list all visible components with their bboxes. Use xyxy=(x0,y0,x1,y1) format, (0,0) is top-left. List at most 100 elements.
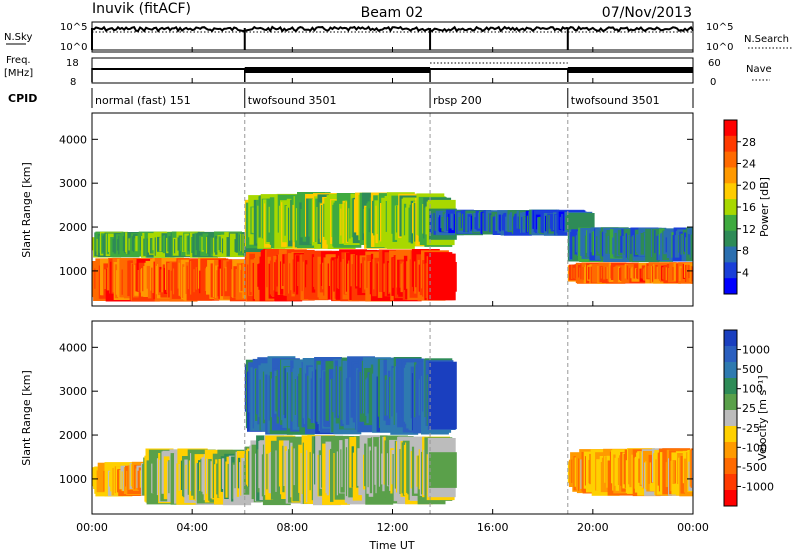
x-tick-label: 08:00 xyxy=(276,521,308,534)
freq-segment xyxy=(430,68,568,70)
station-title: Inuvik (fitACF) xyxy=(92,1,191,17)
colorbar-swatch xyxy=(724,214,737,232)
freq-panel: Freq. [MHz] 18 8 60 0 Nave xyxy=(4,55,772,88)
colorbar-tick-label: -500 xyxy=(742,461,767,474)
colorbar-swatch xyxy=(724,474,737,491)
x-tick-label: 04:00 xyxy=(176,521,208,534)
colorbar-tick-label: -1000 xyxy=(742,480,774,493)
velocity-y-ticks: 1000 2000 3000 4000 xyxy=(59,341,693,486)
heatmap-cell xyxy=(428,452,457,488)
heatmap-cell xyxy=(689,264,693,282)
power-ylabel: Slant Range [km] xyxy=(20,162,33,258)
cpid-segment-label: normal (fast) 151 xyxy=(95,94,191,107)
colorbar-swatch xyxy=(724,183,737,200)
heatmap-cell xyxy=(428,262,457,292)
heatmap-cell xyxy=(691,450,693,489)
colorbar-swatch xyxy=(724,410,737,427)
y-tick-label: 4000 xyxy=(59,133,87,146)
y-tick-label: 2000 xyxy=(59,221,87,234)
noise-trace xyxy=(91,25,694,51)
colorbar-swatch xyxy=(724,135,737,153)
colorbar-tick-label: 100 xyxy=(742,383,763,396)
velocity-panel: 1000 2000 3000 4000 Slant Range [km] xyxy=(20,320,694,515)
nsky-label: N.Sky xyxy=(4,32,32,43)
colorbar-tick-label: 28 xyxy=(742,136,756,149)
date-title: 07/Nov/2013 xyxy=(602,5,692,21)
cpid-segment-label: twofsound 3501 xyxy=(248,94,337,107)
colorbar-swatch xyxy=(724,278,737,295)
colorbar-swatch xyxy=(724,442,737,459)
colorbar-tick-label: 12 xyxy=(742,223,756,236)
velocity-colorbar: 1000 500 100 25 -25 -100 -500 -1000 Velocity [m… xyxy=(723,329,774,507)
y-tick-label: 1000 xyxy=(59,473,87,486)
nsearch-label: N.Search xyxy=(744,34,789,45)
power-colorbar: 28 24 20 16 12 8 4 Power [dB] xyxy=(723,119,771,295)
freq-tick-low: 8 xyxy=(70,77,76,88)
colorbar-swatch xyxy=(724,262,737,279)
colorbar-swatch xyxy=(724,230,737,248)
freq-unit: [MHz] xyxy=(4,68,33,79)
colorbar-swatch xyxy=(724,151,737,168)
colorbar-swatch xyxy=(724,362,737,379)
colorbar-tick-label: -100 xyxy=(742,441,767,454)
cpid-segment-label: rbsp 200 xyxy=(433,94,482,107)
x-tick-label: 16:00 xyxy=(477,521,509,534)
y-tick-label: 4000 xyxy=(59,341,87,354)
heatmap-cell xyxy=(691,228,693,256)
power-y-ticks: 1000 2000 3000 4000 xyxy=(59,133,693,278)
freq-segment xyxy=(567,67,693,73)
colorbar-tick-label: 20 xyxy=(742,179,756,192)
colorbar-tick-label: 24 xyxy=(742,158,756,171)
heatmap-cell xyxy=(691,266,693,281)
freq-segment xyxy=(244,67,431,73)
colorbar-swatch xyxy=(724,167,737,184)
y-tick-label: 3000 xyxy=(59,385,87,398)
freq-tick-high: 18 xyxy=(66,58,79,69)
heatmap-cell xyxy=(689,449,693,487)
x-axis-label: Time UT xyxy=(368,539,414,552)
nave-tick-low: 0 xyxy=(710,77,716,88)
nsky-trace xyxy=(91,25,694,33)
y-tick-label: 3000 xyxy=(59,177,87,190)
colorbar-swatch xyxy=(724,426,737,443)
colorbar-tick-label: -25 xyxy=(742,422,760,435)
noise-tick-high-right: 10^5 xyxy=(706,22,733,33)
cpid-segments: normal (fast) 151 twofsound 3501 rbsp 200 t… xyxy=(91,88,694,108)
velocity-scale-label: Velocity [m s⁻¹] xyxy=(756,375,769,460)
beam-title: Beam 02 xyxy=(361,5,424,21)
noise-panel: N.Sky 10^5 10^0 10^5 10^0 N.Search xyxy=(4,21,792,53)
heatmap-cell xyxy=(428,361,457,430)
colorbar-tick-label: 25 xyxy=(742,402,756,415)
colorbar-swatch xyxy=(724,490,737,507)
x-tick-label: 20:00 xyxy=(577,521,609,534)
heatmap-cell xyxy=(689,227,693,258)
colorbar-tick-label: 4 xyxy=(742,266,749,279)
noise-tick-high: 10^5 xyxy=(60,22,87,33)
colorbar-swatch xyxy=(724,378,737,395)
colorbar-swatch xyxy=(724,458,737,475)
velocity-heatmap xyxy=(92,321,693,514)
power-scale-label: Power [dB] xyxy=(758,177,771,237)
colorbar-swatch xyxy=(724,330,737,347)
freq-label: Freq. xyxy=(6,55,31,66)
cpid-panel: CPID normal (fast) 151 twofsound 3501 rbsp… xyxy=(8,88,694,108)
freq-segment xyxy=(92,68,245,70)
nave-tick-high: 60 xyxy=(708,58,721,69)
x-tick-label: 00:00 xyxy=(677,521,709,534)
power-heatmap xyxy=(92,113,693,306)
colorbar-swatch xyxy=(724,246,737,263)
x-axis-ticks: 00:00 04:00 08:00 12:00 16:00 20:00 00:00 xyxy=(76,47,709,534)
heatmap-cell xyxy=(566,213,595,229)
colorbar-swatch xyxy=(724,346,737,363)
y-tick-label: 2000 xyxy=(59,429,87,442)
colorbar-tick-label: 500 xyxy=(742,363,763,376)
nave-label: Nave xyxy=(746,64,772,75)
colorbar-swatch xyxy=(724,120,737,137)
colorbar-tick-label: 1000 xyxy=(742,344,770,357)
colorbar-tick-label: 16 xyxy=(742,201,756,214)
velocity-ylabel: Slant Range [km] xyxy=(20,370,33,466)
noise-tick-low-right: 10^0 xyxy=(706,42,733,53)
power-panel: 1000 2000 3000 4000 Slant Range [km] xyxy=(20,112,694,307)
colorbar-tick-label: 8 xyxy=(742,245,749,258)
y-tick-label: 1000 xyxy=(59,265,87,278)
